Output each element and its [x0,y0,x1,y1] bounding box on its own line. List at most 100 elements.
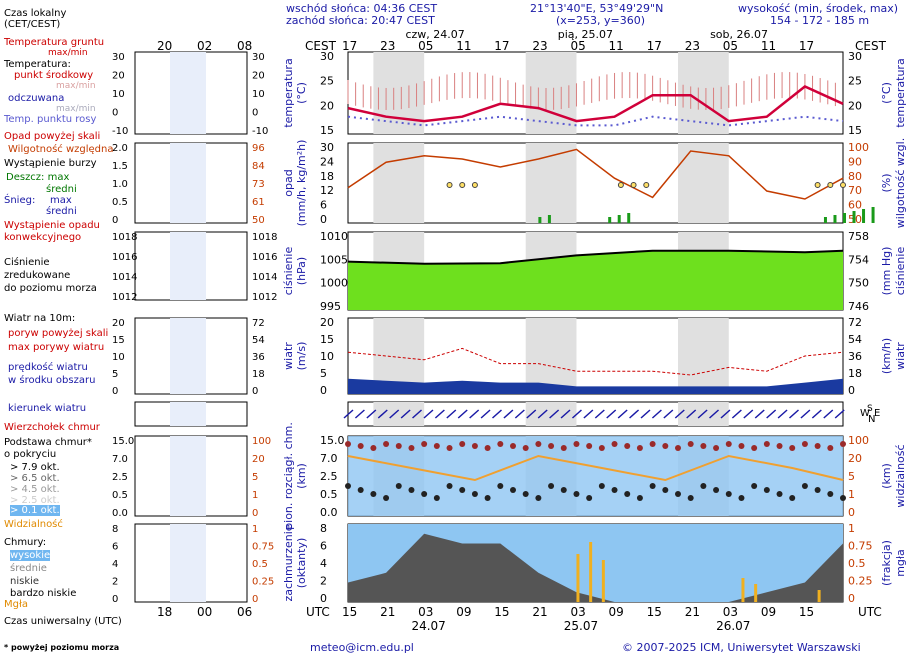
cloud-top-dot [801,441,808,447]
legend-tick-left-press: 1014 [112,272,137,283]
legend-utc: Czas uniwersalny (UTC) [4,616,122,627]
cloud-top-dot [687,441,694,447]
wind-arrow [731,409,742,419]
bottom-date-label: 26.07 [716,619,750,633]
y-tick-right-press: 758 [848,230,869,243]
cloud-base-dot [459,487,466,493]
cloud-base-dot [725,491,732,497]
y-unit-right-press: (mm Hg) [880,247,893,296]
y-tick-left-press: 1005 [320,253,348,266]
y-title-right-press: ciśnienie [894,247,907,296]
y-tick-left-temp: 30 [320,50,334,63]
legend-cover-low: niskie [10,576,40,587]
y-tick-right-cloud: 5 [848,470,855,483]
legend-tick-right-precip: 61 [252,197,265,208]
cloud-base-dot [421,491,428,497]
night-band-precip-1 [525,143,577,223]
rain-bar [833,215,837,223]
bottom-hour-tick: 09 [761,605,776,619]
legend-tick-left-cloud: 15.0 [112,436,134,447]
fog-bar [576,554,580,602]
top-hour-tick: 05 [418,39,433,53]
elevation-title: wysokość (min, środek, max) [738,2,899,15]
legend-press3: do poziomu morza [4,283,97,294]
legend-bottom-hour: 00 [197,605,212,619]
fog-bar [601,560,605,602]
legend-tick-right-precip: 50 [252,215,265,226]
pressure-area [348,250,843,310]
legend-occur2: konwekcyjnego [4,232,82,243]
top-tz-left: CEST [305,39,337,53]
wind-arrow [834,409,845,419]
pressure-line [347,249,844,265]
sunset-text: zachód słońca: 20:47 CEST [286,14,435,27]
wind-arrow [617,409,628,419]
storm-marker [471,182,478,188]
wind-arrow [663,409,674,419]
legend-tick-right-cloud: 1 [252,490,258,501]
bottom-hour-tick: 15 [799,605,814,619]
cloud-top-dot [840,441,846,447]
top-hour-tick: 17 [647,39,662,53]
y-tick-left-precip: 24 [320,155,334,168]
cloud-base-dot [636,495,643,501]
legend-tick-right-temp: -10 [252,126,268,137]
bottom-hour-tick: 03 [723,605,738,619]
cloud-base-dot [573,491,580,497]
storm-marker [617,182,624,188]
legend-tick-left-cover: 8 [112,524,118,535]
rain-bar [547,215,551,223]
top-hour-tick: 11 [761,39,776,53]
dir-N: N [868,414,875,425]
cloud-base-dot [649,483,656,489]
y-title-left-temp: temperatura [282,58,295,127]
legend-tick-right-press: 1014 [252,272,277,283]
wind-arrow [777,409,788,419]
cloud-base-dot [840,495,846,501]
cloud-top-dot [649,441,656,447]
legend-night-dir [170,402,206,426]
legend-tick-left-cloud: 0.0 [112,508,128,519]
wind-arrow [549,409,560,419]
legend-night-press [170,232,206,300]
y-tick-left-wind: 0 [320,384,327,397]
legend-night-precip [170,143,206,223]
cloud-top-dot [560,445,567,451]
night-band-temp-2 [678,52,729,134]
legend-tick-left-temp: 30 [112,52,125,63]
y-title-right-precip: wilgotność wzgl. [894,138,907,228]
y-unit-left-temp: (°C) [295,82,308,104]
legend-cover-mid: średnie [10,563,47,574]
cloud-base-dot [408,487,415,493]
y-title-left-press: ciśnienie [282,247,295,296]
rain-bar [871,207,875,223]
legend-o79: > 7.9 okt. [10,462,60,473]
wind-arrow [743,409,754,419]
cloud-base-dot [510,487,516,493]
cloud-base-dot [586,495,593,501]
dew-point-line [347,115,844,127]
wind-arrow [640,409,651,419]
local-time-sub: (CET/CEST) [4,19,61,30]
rh-line [347,148,844,200]
top-hour-tick: 05 [570,39,585,53]
wind-speed-area [348,378,843,394]
legend-tick-left-cloud: 0.5 [112,490,128,501]
cloud-top-dot [548,443,555,449]
cloud-base-dot [662,487,669,493]
legend-press2: zredukowane [4,270,71,281]
wind-arrow [823,409,834,419]
bottom-date-label: 25.07 [564,619,598,633]
footer-email[interactable]: meteo@icm.edu.pl [310,641,414,654]
legend-tick-right-temp: 30 [252,52,265,63]
legend-tick-left-precip: 2.0 [112,143,128,154]
y-tick-left-temp: 20 [320,99,334,112]
top-hour-tick: 17 [494,39,509,53]
legend-tick-right-cloud: 20 [252,454,265,465]
legend-gust: max porywy wiatru [8,342,105,353]
cloud-base-dot [713,487,720,493]
wind-arrow [606,409,617,419]
cloud-top-dot [345,441,351,447]
cloud-top-dot [624,443,631,449]
fog-bar [754,584,758,602]
